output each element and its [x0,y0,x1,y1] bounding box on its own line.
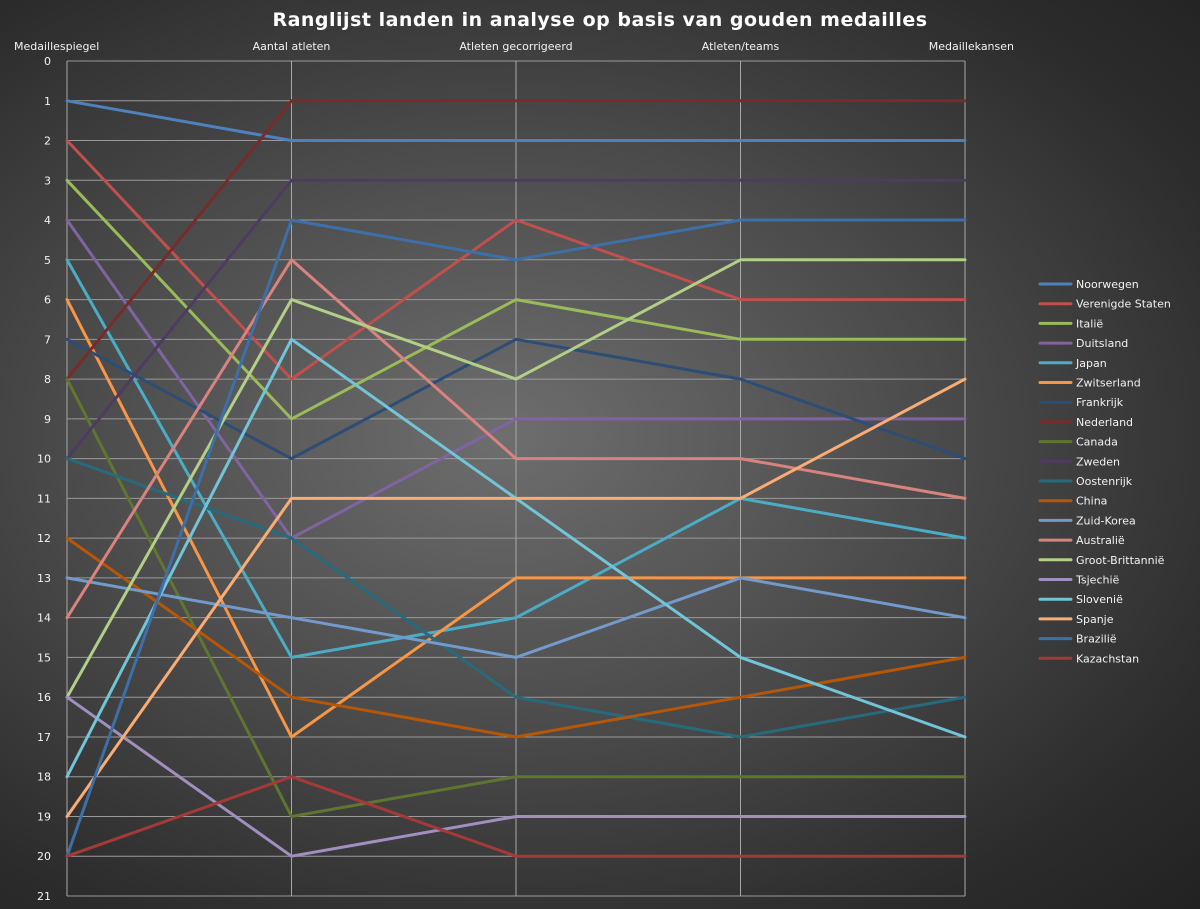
chart-title: Ranglijst landen in analyse op basis van… [272,9,927,31]
y-tick-label: 15 [37,651,51,664]
y-tick-label: 8 [44,373,51,386]
y-tick-label: 9 [44,413,51,426]
legend-label: Australië [1076,534,1125,547]
y-tick-label: 19 [37,810,51,823]
legend-label: Japan [1075,357,1107,370]
legend-label: Brazilië [1076,633,1117,646]
y-tick-label: 21 [37,890,51,903]
legend-label: Zweden [1076,455,1120,468]
series-line-5 [65,298,967,739]
series-line-19 [65,775,967,858]
y-tick-label: 1 [44,95,51,108]
y-tick-label: 20 [37,850,51,863]
y-tick-label: 4 [44,214,51,227]
category-label: Medaillekansen [929,40,1014,53]
series-line-2 [65,178,967,421]
series-line-4 [65,258,967,659]
y-tick-label: 0 [44,55,51,68]
series-line-13 [65,258,967,620]
legend-label: Frankrijk [1076,396,1124,409]
series-line-17 [65,377,967,818]
legend-label: Spanje [1076,613,1114,626]
y-tick-label: 17 [37,731,51,744]
legend-label: Tsjechië [1075,574,1120,587]
category-labels: Medaillespiegel Aantal atleten Atleten gec… [14,40,1014,53]
y-tick-label: 11 [37,492,51,505]
y-tick-label: 6 [44,294,51,307]
y-tick-label: 10 [37,453,51,466]
category-label: Atleten/teams [702,40,780,53]
y-tick-label: 5 [44,254,51,267]
series-line-0 [65,99,967,142]
category-label: Atleten gecorrigeerd [459,40,572,53]
series-lines [65,99,967,858]
category-label: Medaillespiegel [14,40,99,53]
legend-label: Zuid-Korea [1076,514,1136,527]
y-tick-label: 3 [44,174,51,187]
legend: Noorwegen Verenigde Staten Italië Duitsland… [1038,278,1171,665]
legend-label: Italië [1076,317,1103,330]
y-tick-label: 12 [37,532,51,545]
category-axes [66,61,966,896]
series-line-1 [65,139,967,381]
category-label: Aantal atleten [253,40,331,53]
y-tick-label: 14 [37,612,51,625]
y-tick-label: 16 [37,691,51,704]
series-line-9 [65,178,967,461]
legend-label: Noorwegen [1076,278,1139,291]
legend-label: China [1076,495,1107,508]
legend-label: Kazachstan [1076,652,1139,665]
legend-label: Slovenië [1076,593,1123,606]
series-line-7 [65,99,967,381]
legend-label: Duitsland [1076,337,1128,350]
legend-label: Zwitserland [1076,377,1141,390]
series-line-18 [65,218,967,858]
legend-label: Groot-Brittannië [1076,554,1165,567]
y-tick-label: 7 [44,333,51,346]
series-line-10 [65,457,967,739]
legend-label: Oostenrijk [1076,475,1133,488]
legend-label: Verenigde Staten [1076,298,1171,311]
legend-label: Nederland [1076,416,1133,429]
legend-label: Canada [1076,436,1118,449]
y-tick-label: 18 [37,771,51,784]
series-line-8 [65,377,967,818]
series-line-6 [65,337,967,461]
y-tick-label: 13 [37,572,51,585]
y-tick-label: 2 [44,135,51,148]
